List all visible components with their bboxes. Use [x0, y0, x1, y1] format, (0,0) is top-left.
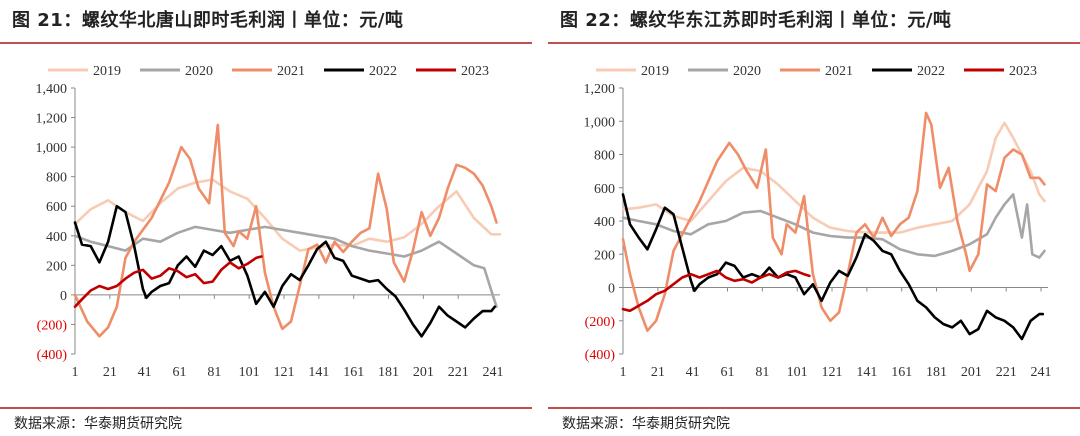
series-line-2019 — [73, 178, 502, 252]
y-tick-label: (400) — [585, 348, 616, 363]
y-tick-label: 400 — [594, 215, 615, 230]
series-line-2019 — [621, 121, 1046, 234]
y-tick-label: 1,000 — [36, 141, 68, 156]
line-chart-jiangsu: 2019 2020 2021 2022 2023 (400) (200) 0 200 400 600… — [584, 64, 1052, 380]
legend-label: 2020 — [185, 64, 213, 79]
series-line-2021 — [621, 111, 1046, 333]
series-line-2022 — [621, 193, 1045, 341]
x-tick-label: 61 — [721, 365, 735, 380]
y-tick-label: 0 — [60, 289, 67, 304]
series-line-2022 — [73, 204, 497, 338]
series-line-2023 — [73, 255, 263, 309]
y-tick-label: 1,200 — [36, 112, 68, 127]
x-tick-label: 41 — [138, 365, 152, 380]
x-tick-label: 241 — [1031, 365, 1052, 380]
x-tick-label: 21 — [103, 365, 117, 380]
legend-item-2021: 2021 — [780, 64, 853, 79]
y-tick-label: (200) — [585, 315, 616, 330]
y-tick-label: 1,000 — [584, 115, 616, 130]
y-tick-label: 600 — [46, 200, 67, 215]
y-tick-label: 600 — [594, 182, 615, 197]
legend-label: 2021 — [825, 64, 853, 79]
y-tick-label: 0 — [608, 282, 615, 297]
legend-label: 2021 — [277, 64, 305, 79]
legend-label: 2022 — [369, 64, 397, 79]
legend-item-2022: 2022 — [324, 64, 397, 79]
series-line-2020 — [73, 225, 498, 309]
x-tick-label: 41 — [686, 365, 700, 380]
source-note: 数据来源：华泰期货研究院 — [562, 416, 730, 432]
x-tick-label: 221 — [448, 365, 469, 380]
legend-label: 2023 — [461, 64, 489, 79]
y-tick-label: 1,200 — [584, 82, 616, 97]
legend-label: 2023 — [1009, 64, 1037, 79]
legend-item-2019: 2019 — [596, 64, 669, 79]
y-tick-label: 1,400 — [36, 82, 68, 97]
legend-item-2022: 2022 — [872, 64, 945, 79]
legend-label: 2019 — [93, 64, 121, 79]
y-tick-label: (200) — [37, 318, 68, 333]
legend-item-2019: 2019 — [48, 64, 121, 79]
x-tick-label: 221 — [996, 365, 1017, 380]
x-tick-label: 121 — [822, 365, 843, 380]
x-tick-label: 241 — [483, 365, 504, 380]
x-tick-label: 21 — [651, 365, 665, 380]
y-tick-label: 800 — [594, 149, 615, 164]
x-tick-label: 201 — [961, 365, 982, 380]
source-divider — [0, 407, 532, 409]
x-tick-label: 101 — [239, 365, 260, 380]
x-tick-label: 1 — [620, 365, 627, 380]
legend-label: 2019 — [641, 64, 669, 79]
x-tick-label: 1 — [72, 365, 79, 380]
title-divider — [548, 42, 1080, 44]
legend-item-2021: 2021 — [232, 64, 305, 79]
legend-item-2020: 2020 — [140, 64, 213, 79]
chart-panel-tangshan: 图 21：螺纹华北唐山即时毛利润丨单位：元/吨 2019 2020 2021 2022… — [0, 0, 532, 436]
x-tick-label: 161 — [891, 365, 912, 380]
x-tick-label: 161 — [343, 365, 364, 380]
line-chart-tangshan: 2019 2020 2021 2022 2023 (400) (200) 0 200 400 600… — [36, 64, 504, 380]
legend-label: 2022 — [917, 64, 945, 79]
x-tick-label: 141 — [856, 365, 877, 380]
x-tick-label: 121 — [274, 365, 295, 380]
x-tick-label: 81 — [755, 365, 769, 380]
title-divider — [0, 42, 532, 44]
chart-title: 图 22：螺纹华东江苏即时毛利润丨单位：元/吨 — [560, 10, 952, 31]
x-tick-label: 181 — [378, 365, 399, 380]
y-tick-label: 200 — [46, 259, 67, 274]
y-tick-label: 800 — [46, 171, 67, 186]
y-tick-label: 400 — [46, 230, 67, 245]
legend-item-2023: 2023 — [416, 64, 489, 79]
x-tick-label: 61 — [173, 365, 187, 380]
y-tick-label: (400) — [37, 348, 68, 363]
x-tick-label: 201 — [413, 365, 434, 380]
y-tick-label: 200 — [594, 248, 615, 263]
source-note: 数据来源：华泰期货研究院 — [14, 416, 182, 432]
x-tick-label: 101 — [787, 365, 808, 380]
x-tick-label: 81 — [207, 365, 221, 380]
chart-panel-jiangsu: 图 22：螺纹华东江苏即时毛利润丨单位：元/吨 2019 2020 2021 2022… — [548, 0, 1080, 436]
legend-item-2023: 2023 — [964, 64, 1037, 79]
source-divider — [548, 407, 1080, 409]
chart-title: 图 21：螺纹华北唐山即时毛利润丨单位：元/吨 — [12, 10, 404, 31]
legend-item-2020: 2020 — [688, 64, 761, 79]
x-tick-label: 141 — [308, 365, 329, 380]
x-tick-label: 181 — [926, 365, 947, 380]
legend: 2019 2020 2021 2022 2023 — [48, 64, 489, 79]
legend-label: 2020 — [733, 64, 761, 79]
legend: 2019 2020 2021 2022 2023 — [596, 64, 1037, 79]
series-line-2021 — [73, 123, 498, 338]
series-line-2023 — [621, 269, 811, 313]
